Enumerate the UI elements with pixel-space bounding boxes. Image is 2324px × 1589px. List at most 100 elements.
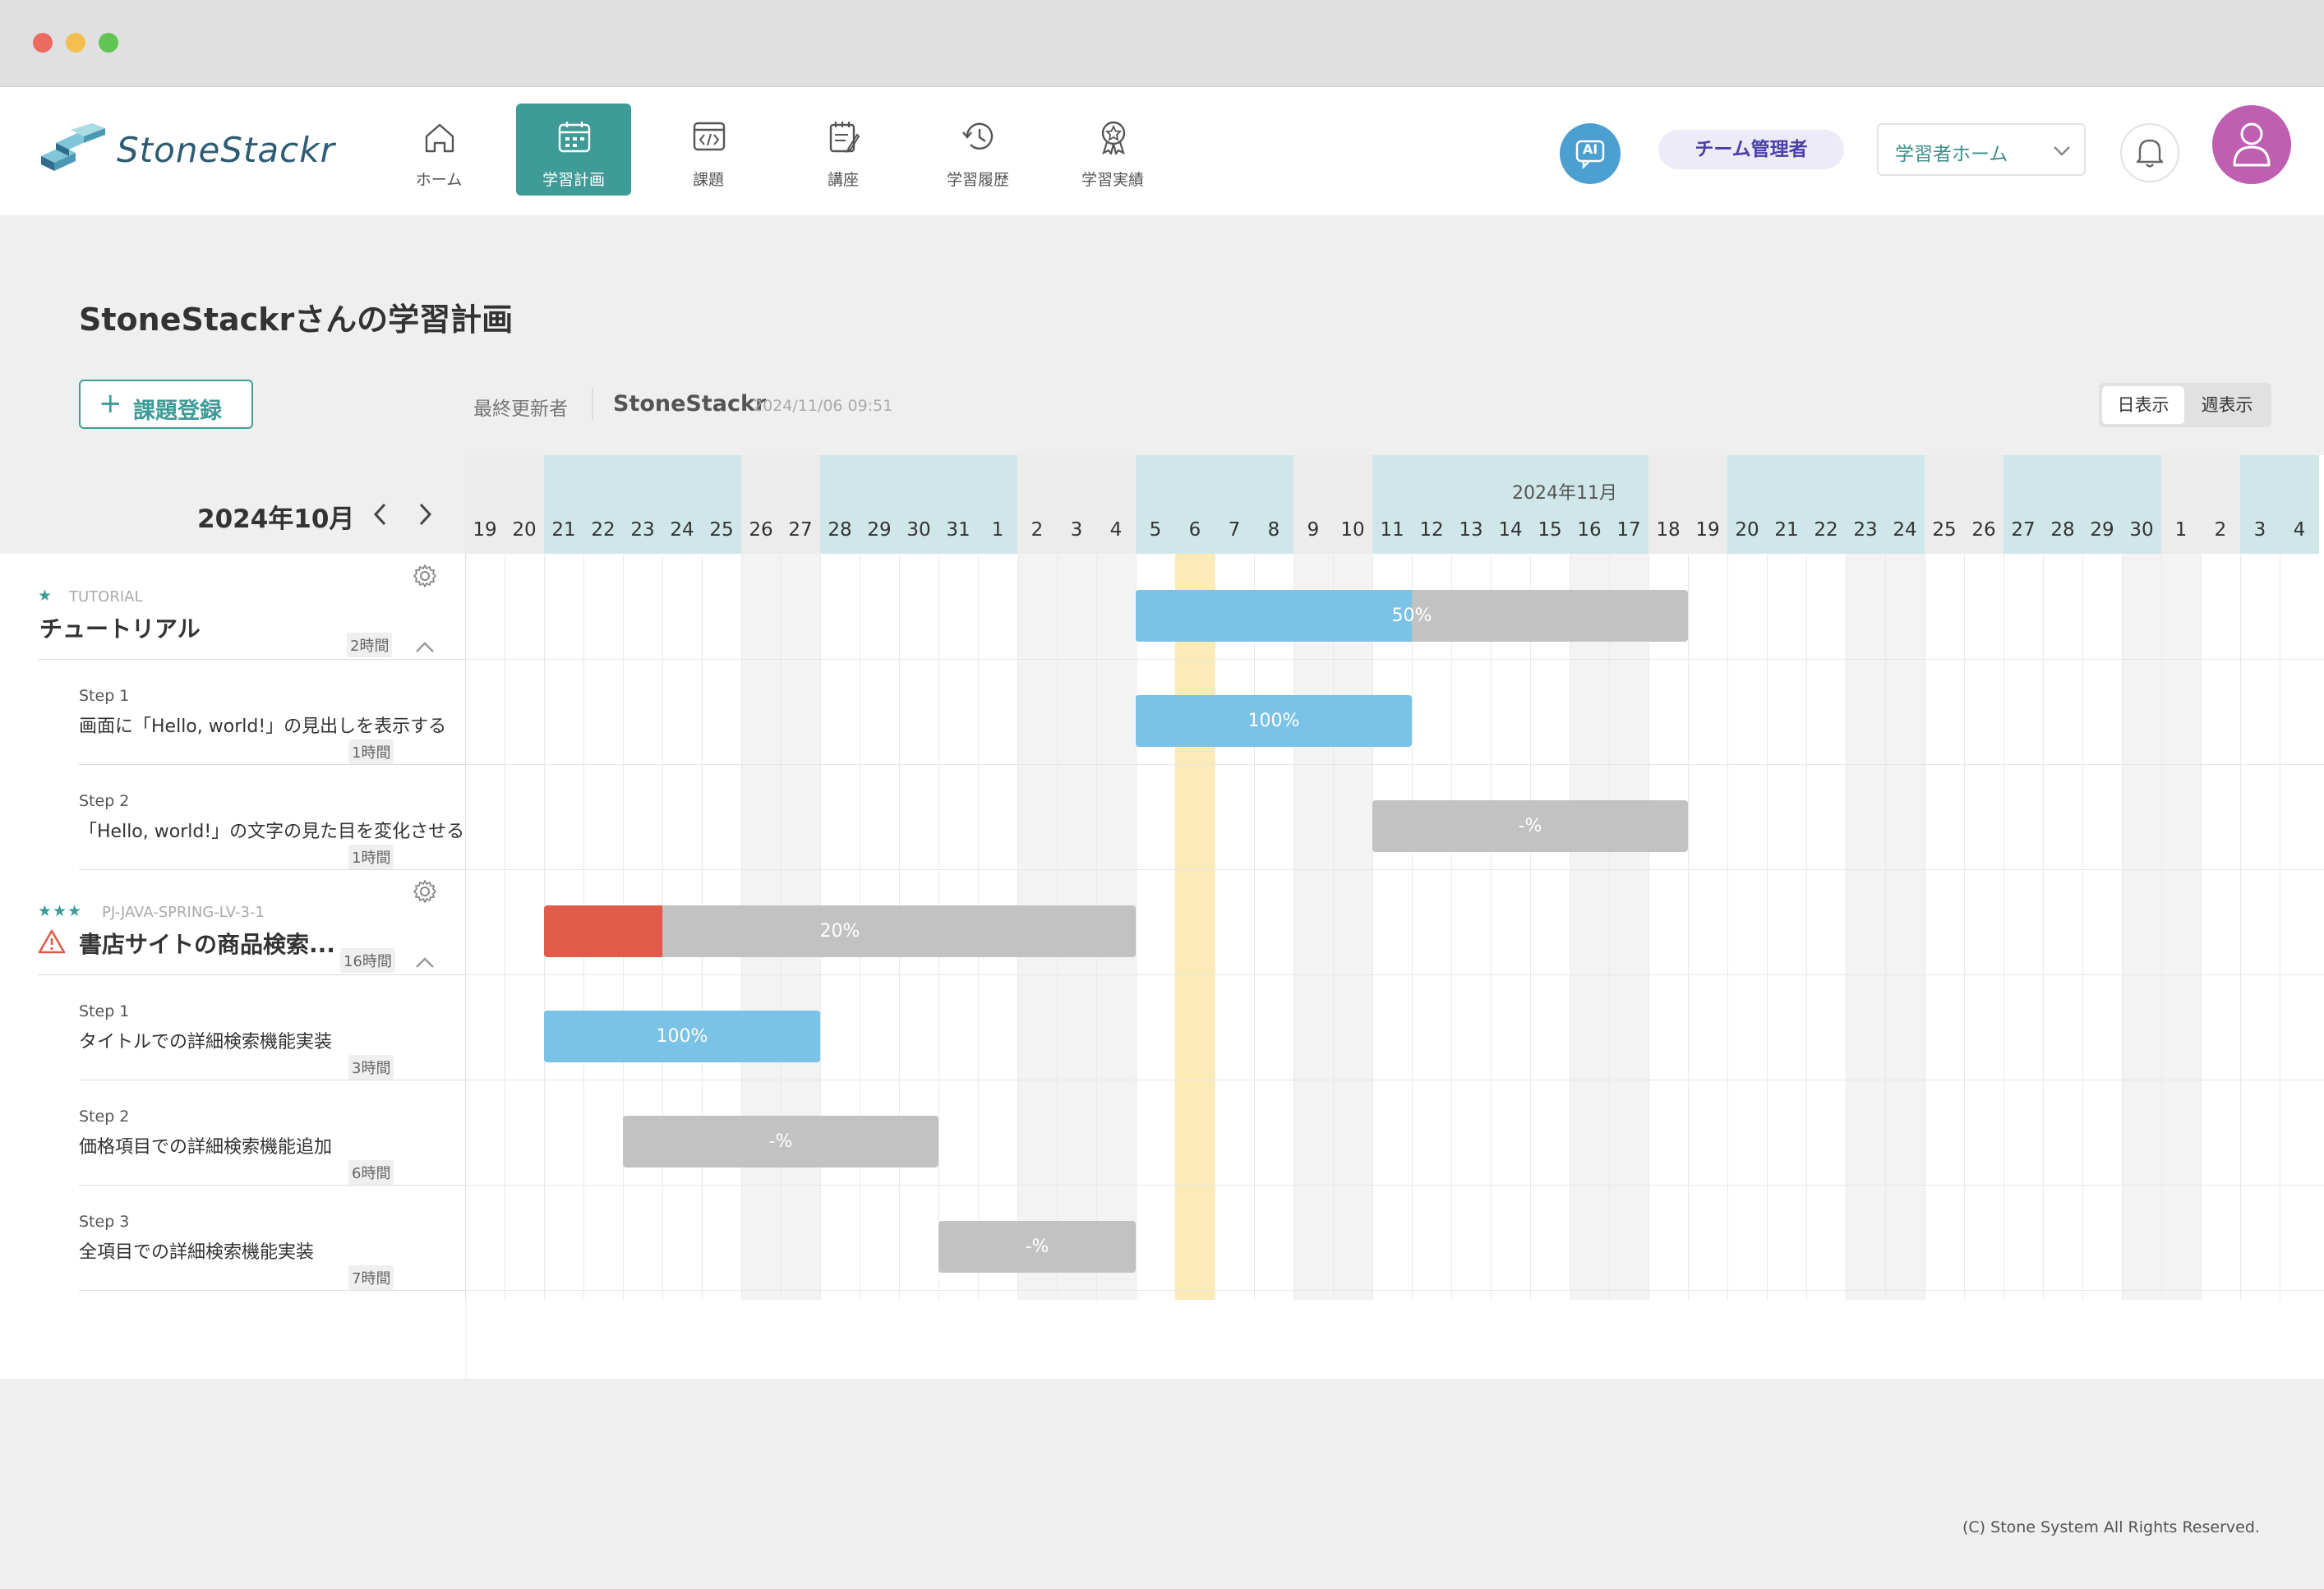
- gear-icon: [413, 564, 436, 587]
- settings-gear-button[interactable]: [413, 879, 437, 904]
- step-label: Step 1: [79, 1002, 130, 1020]
- day-number: 24: [670, 519, 694, 541]
- prev-month-button[interactable]: [368, 500, 393, 529]
- month-label: 2024年10月: [197, 504, 355, 534]
- grid-line: [1767, 555, 1768, 1300]
- home-select[interactable]: 学習者ホーム: [1877, 123, 2086, 176]
- day-number: 23: [630, 519, 655, 541]
- grid-line: [1372, 555, 1373, 1300]
- timeline-header-cell: [2280, 455, 2319, 554]
- code-window-icon: [693, 122, 726, 151]
- grid-line: [1491, 555, 1492, 1300]
- row-divider: [465, 869, 2324, 870]
- grid-line: [1293, 555, 1294, 1300]
- day-number: 31: [946, 519, 971, 541]
- notification-button[interactable]: [2120, 123, 2179, 182]
- ai-chat-icon: [1575, 140, 1605, 170]
- nav-item-label: 学習履歴: [946, 171, 1009, 189]
- last-updated-user: StoneStackr: [613, 391, 767, 417]
- next-month-label: 2024年11月: [1512, 483, 1617, 504]
- timeline-header-cell: [2004, 455, 2043, 554]
- timeline-header-cell: [1648, 455, 1688, 554]
- week-view-button[interactable]: 週表示: [2201, 395, 2253, 415]
- logo[interactable]: StoneStackr: [38, 123, 334, 177]
- timeline-header-cell: [1846, 455, 1885, 554]
- day-number: 25: [1932, 519, 1957, 541]
- timeline-header-cell: [741, 455, 781, 554]
- minimize-window-button[interactable]: [66, 33, 85, 53]
- day-number: 12: [1419, 519, 1444, 541]
- gantt-bar[interactable]: 50%: [1136, 590, 1688, 642]
- timeline-header-cell: [1096, 455, 1136, 554]
- collapse-button[interactable]: [414, 639, 436, 654]
- nav-item-plan[interactable]: 学習計画: [516, 104, 631, 196]
- grid-line: [1885, 555, 1886, 1300]
- maximize-window-button[interactable]: [99, 33, 118, 53]
- nav-item-history[interactable]: 学習履歴: [920, 104, 1035, 196]
- day-number: 13: [1459, 519, 1483, 541]
- step-title: タイトルでの詳細検索機能実装: [79, 1032, 333, 1052]
- view-toggle: 日表示 週表示: [2099, 383, 2271, 427]
- row-divider: [79, 869, 465, 870]
- gantt-bar[interactable]: -%: [938, 1221, 1136, 1273]
- gantt-bar-label: -%: [1518, 816, 1542, 836]
- nav-item-achievements[interactable]: 学習実績: [1055, 104, 1170, 196]
- weekend-column: [1846, 554, 1885, 1300]
- timeline-header-cell: [1293, 455, 1333, 554]
- day-number: 10: [1340, 519, 1365, 541]
- weekend-column: [1333, 554, 1372, 1300]
- day-number: 29: [2090, 519, 2114, 541]
- step-label: Step 2: [79, 1108, 130, 1126]
- gantt-bar-label: 50%: [1391, 606, 1432, 626]
- panel-shadow: [465, 554, 468, 1379]
- day-view-button[interactable]: 日表示: [2102, 386, 2184, 424]
- row-divider: [79, 764, 465, 765]
- timeline-header-cell: [2240, 455, 2280, 554]
- close-window-button[interactable]: [33, 33, 53, 53]
- timeline-header-cell: [1491, 455, 1530, 554]
- gantt-bar[interactable]: 100%: [544, 1011, 820, 1062]
- day-number: 3: [2253, 519, 2266, 541]
- timeline-header-cell: [938, 455, 978, 554]
- nav-item-home[interactable]: ホーム: [381, 104, 496, 196]
- nav-item-tasks[interactable]: 課題: [651, 104, 766, 196]
- month-nav-area: [0, 455, 465, 554]
- ai-assistant-button[interactable]: AI: [1560, 123, 1621, 184]
- day-number: 4: [2293, 519, 2306, 541]
- day-number: 28: [828, 519, 852, 541]
- timeline-header-cell: [465, 455, 505, 554]
- last-updated-label: 最終更新者: [473, 398, 568, 420]
- day-number: 16: [1577, 519, 1602, 541]
- timeline-header-cell: [899, 455, 938, 554]
- day-number: 15: [1538, 519, 1562, 541]
- gantt-bar[interactable]: -%: [1372, 800, 1688, 852]
- day-number: 6: [1188, 519, 1201, 541]
- day-number: 11: [1380, 519, 1404, 541]
- day-number: 2: [1031, 519, 1044, 541]
- grid-line: [1727, 555, 1728, 1300]
- step-hours: 3時間: [348, 1055, 394, 1080]
- timeline-header-cell: [1372, 455, 1412, 554]
- step-hours: 1時間: [348, 739, 394, 764]
- settings-gear-button[interactable]: [413, 564, 437, 588]
- day-number: 23: [1853, 519, 1878, 541]
- avatar[interactable]: [2212, 105, 2291, 184]
- chevron-up-icon: [416, 957, 434, 968]
- timeline-header-cell: [1412, 455, 1451, 554]
- register-task-button[interactable]: + 課題登録: [79, 380, 253, 429]
- grid-line: [1964, 555, 1965, 1300]
- task-hours: 16時間: [340, 948, 395, 973]
- gantt-bar[interactable]: 20%: [544, 905, 1136, 957]
- day-number: 24: [1893, 519, 1917, 541]
- timeline-header-cell: [1254, 455, 1293, 554]
- gantt-bar[interactable]: -%: [623, 1116, 938, 1168]
- grid-line: [1846, 555, 1847, 1300]
- row-divider: [38, 659, 465, 660]
- collapse-button[interactable]: [414, 955, 436, 970]
- calendar-icon: [558, 122, 591, 153]
- chevron-down-icon: [2054, 146, 2070, 156]
- nav-item-courses[interactable]: 講座: [786, 104, 901, 196]
- gantt-bar[interactable]: 100%: [1136, 695, 1412, 747]
- next-month-button[interactable]: [413, 500, 437, 529]
- day-number: 19: [473, 519, 497, 541]
